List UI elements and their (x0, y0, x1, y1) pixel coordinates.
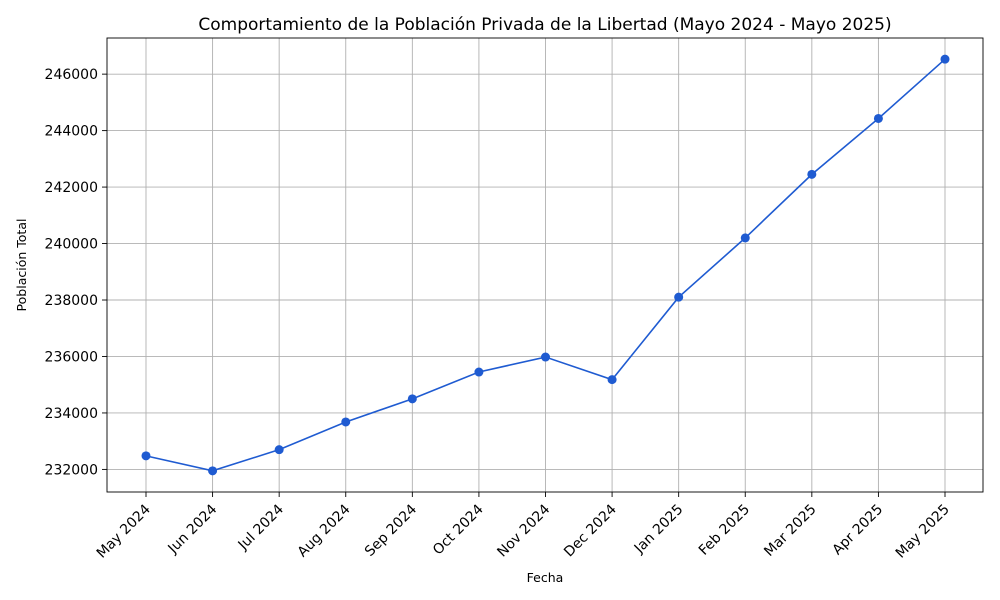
y-tick-label: 234000 (45, 406, 98, 422)
data-point (407, 394, 417, 404)
data-point (341, 417, 351, 427)
x-tick-label: Mar 2025 (761, 502, 819, 560)
y-tick-label: 238000 (45, 293, 98, 309)
x-tick-label: Feb 2025 (696, 502, 753, 559)
x-tick-label: May 2024 (94, 501, 154, 561)
chart-title: Comportamiento de la Población Privada d… (198, 15, 891, 35)
y-tick-label: 240000 (45, 237, 98, 253)
x-tick-label: Nov 2024 (494, 501, 553, 560)
plot-frame (106, 37, 984, 493)
data-point (873, 113, 883, 123)
x-tick-label: Jun 2024 (165, 501, 221, 557)
data-point (274, 445, 284, 455)
data-point (607, 375, 617, 385)
x-tick-label: Apr 2025 (829, 502, 886, 559)
data-point (141, 451, 151, 461)
x-tick-label: Jul 2024 (235, 501, 287, 553)
y-axis: 232000 234000 236000 238000 240000 242000 2440… (45, 67, 107, 478)
data-point (474, 367, 484, 377)
x-tick-label: Aug 2024 (295, 501, 354, 560)
x-tick-label: Sep 2024 (362, 501, 420, 559)
y-tick-label: 244000 (45, 124, 98, 140)
data-point (541, 352, 550, 362)
y-tick-label: 246000 (45, 67, 98, 83)
data-point (740, 233, 750, 243)
x-axis: May 2024 Jun 2024 Jul 2024 Aug 2024 Sep 2024… (94, 492, 953, 562)
x-tick-label: Oct 2024 (430, 501, 487, 558)
x-tick-label: Jan 2025 (631, 502, 687, 558)
grid (107, 38, 983, 492)
y-axis-label: Población Total (14, 219, 29, 312)
y-tick-label: 232000 (45, 462, 98, 478)
x-tick-label: Dec 2024 (561, 501, 620, 560)
y-tick-label: 236000 (45, 349, 98, 365)
y-tick-label: 242000 (45, 180, 98, 196)
x-axis-label: Fecha (527, 570, 564, 585)
series-layer (141, 54, 950, 476)
data-point (807, 169, 817, 179)
data-point (674, 292, 684, 302)
data-point (940, 54, 950, 64)
x-tick-label: May 2025 (893, 502, 953, 562)
data-point (208, 466, 218, 476)
